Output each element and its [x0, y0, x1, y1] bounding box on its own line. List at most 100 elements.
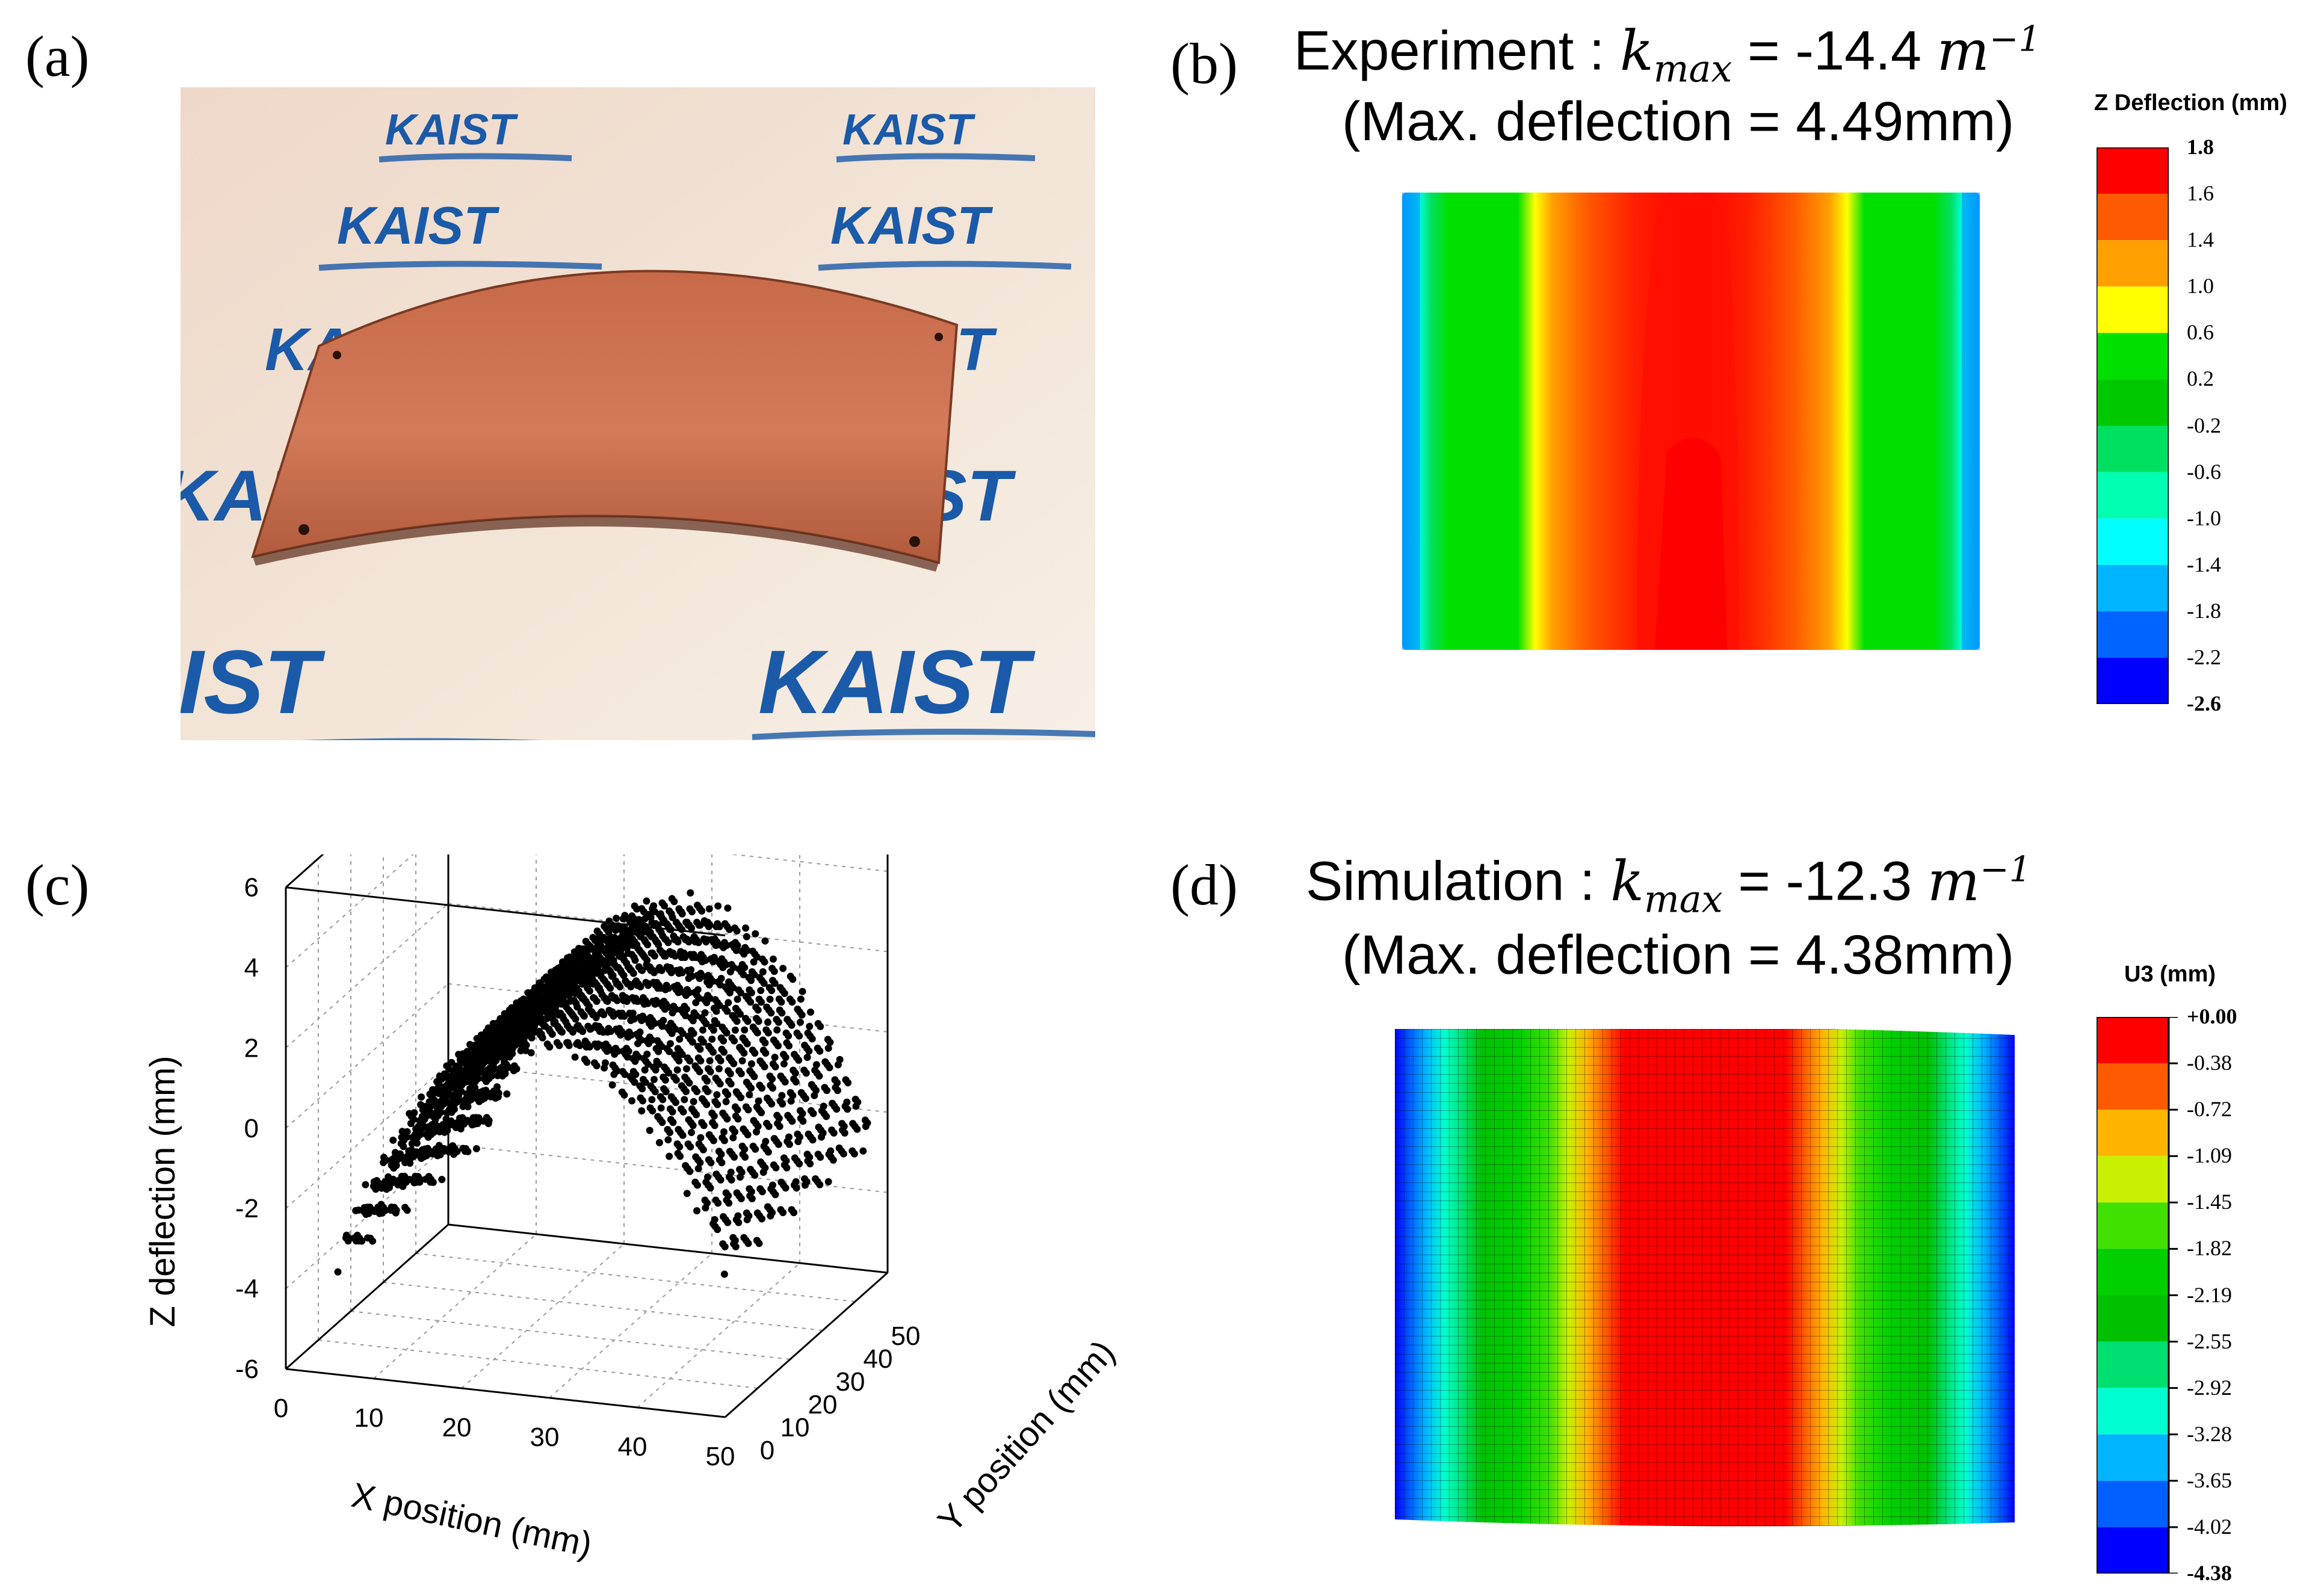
- tick-label: 20: [442, 1413, 472, 1442]
- panel-label-c: (c): [25, 853, 90, 917]
- kaist-watermark: KAIST: [337, 196, 499, 255]
- specimen-photo: KAIST KAIST KAIST KAIST KAIST KAIST KAIS…: [181, 87, 1095, 740]
- grid-line: [285, 854, 324, 888]
- legend-swatch: [2097, 1388, 2169, 1435]
- tick-label: -2: [235, 1194, 259, 1223]
- grid-line: [549, 1253, 712, 1398]
- grid-line: [285, 1368, 726, 1418]
- k-value: = -12.3: [1738, 850, 1912, 912]
- kaist-watermark: KAIST: [842, 106, 976, 154]
- tick-label: -4: [235, 1274, 259, 1304]
- legend-swatch: [2097, 1341, 2169, 1388]
- legend-b-colorbar: [2097, 147, 2169, 704]
- tick-label: 0: [760, 1436, 774, 1465]
- legend-tick-label: -0.6: [2187, 459, 2221, 484]
- grid-line: [285, 854, 415, 968]
- legend-tick-label: 1.6: [2187, 181, 2214, 206]
- kaist-watermark: KAIST: [385, 106, 519, 154]
- grid-line: [728, 854, 888, 872]
- grid-line: [285, 1063, 449, 1209]
- tick-label: 30: [836, 1367, 865, 1397]
- legend-swatch: [2097, 611, 2169, 658]
- legend-swatch: [2097, 564, 2169, 611]
- grid-line: [285, 854, 324, 888]
- legend-tick-label: -4.38: [2187, 1561, 2232, 1585]
- legend-tick-label: -1.4: [2187, 552, 2221, 576]
- legend-tick-label: -1.0: [2187, 505, 2221, 530]
- unit-exponent: −1: [1980, 848, 2032, 889]
- legend-swatch: [2097, 1434, 2169, 1481]
- legend-tick-label: -3.65: [2187, 1468, 2232, 1492]
- legend-swatch: [2097, 472, 2169, 519]
- legend-swatch: [2097, 333, 2169, 380]
- panel-b-subtitle: (Max. deflection = 4.49mm): [1342, 91, 2015, 152]
- unit-m: m: [1927, 848, 1980, 913]
- legend-tick-label: -2.92: [2187, 1375, 2232, 1400]
- legend-tick-label: -1.45: [2187, 1190, 2232, 1214]
- legend-swatch: [2097, 1063, 2169, 1110]
- legend-tick-label: -0.72: [2187, 1097, 2232, 1122]
- legend-tick-label: -1.09: [2187, 1143, 2232, 1168]
- legend-swatch: [2097, 1527, 2169, 1574]
- grid-line: [448, 1063, 888, 1113]
- grid-line: [383, 1282, 823, 1331]
- tick-label: 4: [244, 953, 259, 983]
- k-symbol: k: [1619, 18, 1654, 83]
- y-axis-label: Y position (mm): [930, 1333, 1122, 1540]
- unit-m: m: [1936, 18, 1989, 83]
- tick-label: 0: [244, 1114, 259, 1143]
- unit: m−1: [1927, 848, 2032, 913]
- grid-line: [461, 1243, 625, 1389]
- grid-line: [373, 1234, 537, 1379]
- legend-tick-label: -2.2: [2187, 644, 2221, 669]
- legend-swatch: [2097, 1249, 2169, 1296]
- grid-line: [448, 1223, 888, 1274]
- legend-tick-label: 1.4: [2187, 227, 2214, 252]
- legend-swatch: [2097, 194, 2169, 241]
- legend-swatch: [2097, 1295, 2169, 1342]
- legend-swatch: [2097, 240, 2169, 287]
- tick-label: 0: [274, 1394, 288, 1423]
- tick-label: 10: [780, 1413, 810, 1442]
- tick-label: 6: [244, 873, 259, 903]
- legend-swatch: [2097, 379, 2169, 426]
- grid-line: [415, 1253, 856, 1302]
- grid-line: [448, 1143, 888, 1193]
- legend-swatch: [2097, 286, 2169, 333]
- grid-line: [318, 1339, 758, 1389]
- legend-tick-label: -0.38: [2187, 1051, 2232, 1075]
- tick-label: 50: [706, 1442, 735, 1471]
- legend-b-title: Z Deflection (mm): [2094, 90, 2287, 116]
- k-max-symbol: kmax: [1610, 848, 1722, 921]
- tick-label: 50: [891, 1321, 921, 1351]
- legend-swatch: [2097, 425, 2169, 472]
- legend-d-title: U3 (mm): [2124, 962, 2216, 987]
- legend-tick-label: -1.8: [2187, 598, 2221, 623]
- legend-tick-label: 1.0: [2187, 274, 2214, 298]
- tick-label: 2: [244, 1033, 259, 1063]
- legend-tick-label: 0.2: [2187, 366, 2214, 391]
- kaist-watermark: KAIST: [181, 631, 326, 732]
- tick-label: 40: [618, 1432, 647, 1462]
- legend-swatch: [2097, 147, 2169, 194]
- tick-label: 30: [530, 1423, 560, 1452]
- panel-d-title: Simulation : kmax = -12.3 m−1: [1306, 848, 2032, 921]
- panel-label-a: (a): [25, 24, 90, 88]
- legend-tick-label: 1.8: [2187, 135, 2214, 159]
- legend-swatch: [2097, 1202, 2169, 1249]
- panel-label-b: (b): [1170, 31, 1238, 96]
- unit: m−1: [1936, 18, 2041, 83]
- legend-tick-label: -0.2: [2187, 413, 2221, 437]
- grid-line: [285, 903, 449, 1049]
- k-symbol: k: [1610, 848, 1644, 913]
- tick-label: 10: [354, 1403, 384, 1433]
- grid-line: [725, 1271, 888, 1418]
- legend-swatch: [2097, 1017, 2169, 1064]
- kaist-watermark: KAIST: [830, 196, 993, 255]
- panel-label-d: (d): [1170, 853, 1238, 917]
- panel-b-title: Experiment : kmax = -14.4 m−1: [1294, 18, 2041, 90]
- k-subscript: max: [1643, 877, 1723, 921]
- deflection-point-cloud: [334, 889, 871, 1278]
- grid-line: [285, 1223, 449, 1370]
